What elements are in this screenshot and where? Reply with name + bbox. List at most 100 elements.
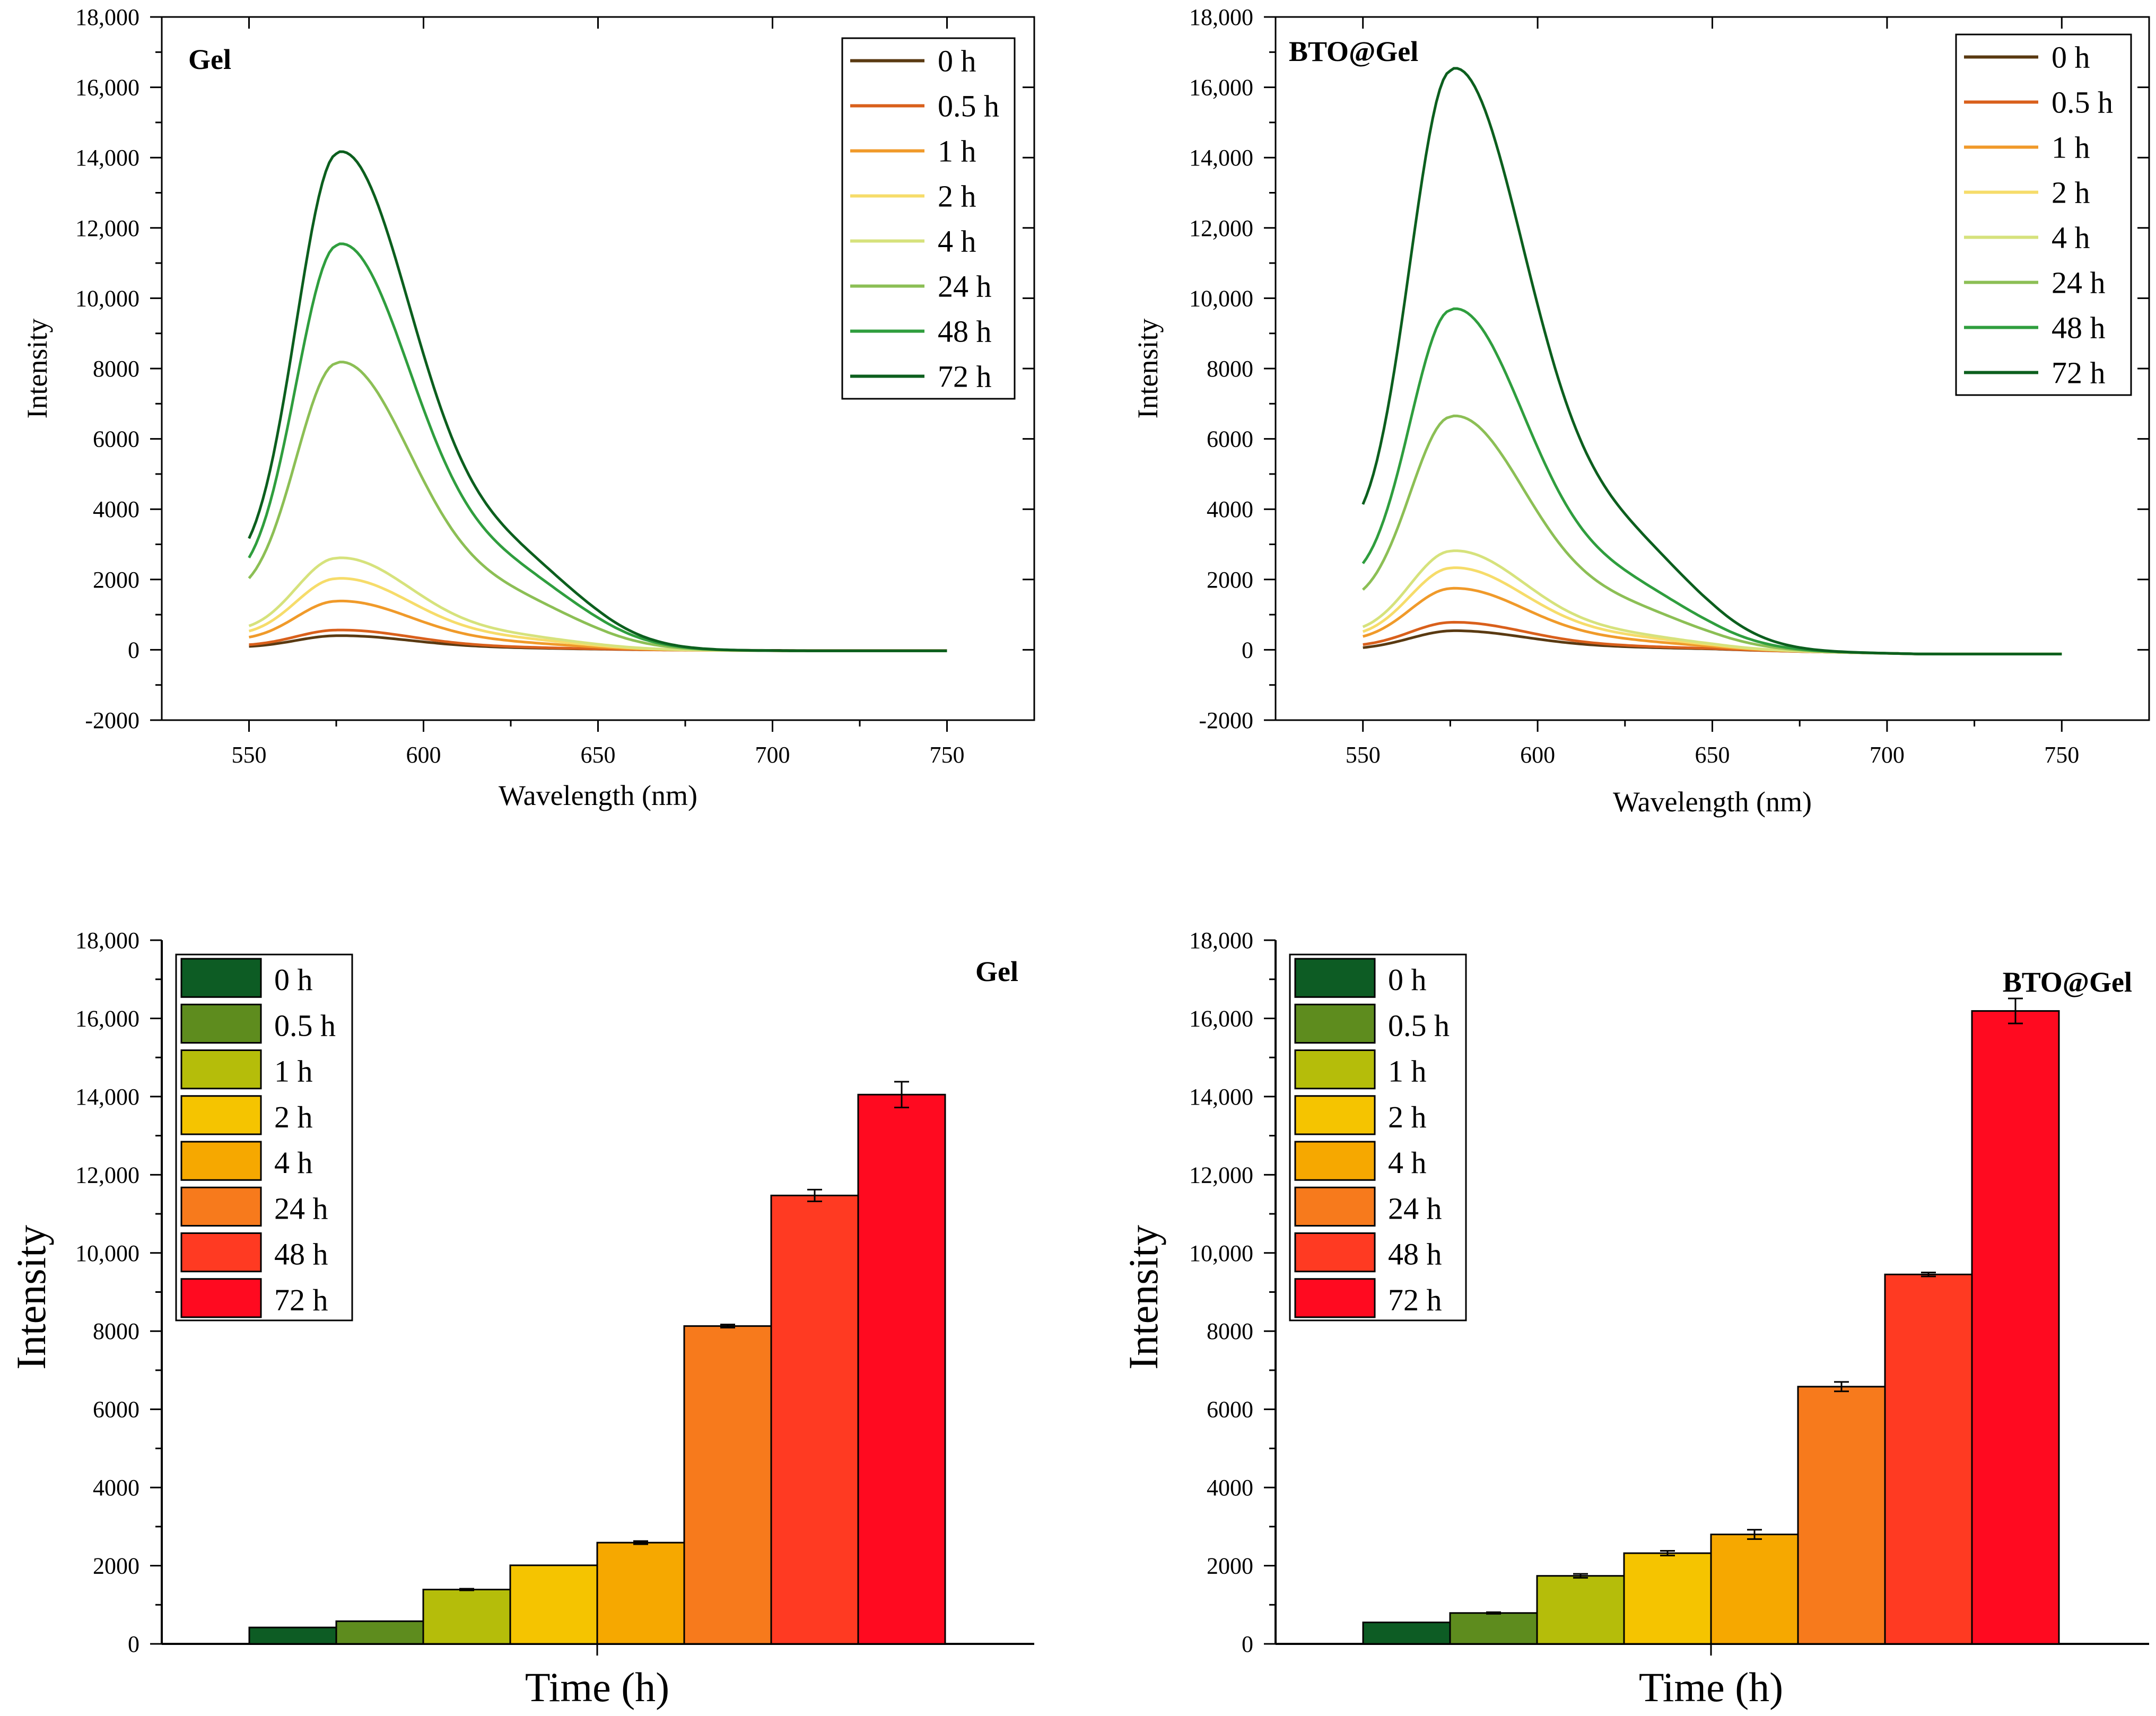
legend-swatch	[1294, 1232, 1376, 1273]
y-tick-label: 12,000	[1189, 215, 1253, 241]
x-tick-label: 600	[1520, 742, 1555, 768]
y-tick-label: 4000	[1207, 496, 1253, 522]
series-line-24h	[1361, 414, 2062, 655]
legend-swatch	[1294, 1049, 1376, 1090]
legend-swatch	[180, 1278, 262, 1318]
panel-label: Gel	[975, 956, 1018, 987]
y-tick-label: 14,000	[1189, 1084, 1253, 1110]
legend-label: 24 h	[1388, 1191, 1442, 1225]
legend-label: 48 h	[2052, 311, 2106, 345]
bar-48h	[770, 1194, 859, 1645]
y-tick-label: 10,000	[75, 285, 139, 311]
bar-1h	[1536, 1575, 1625, 1645]
y-tick-label: 10,000	[75, 1240, 139, 1266]
legend-label: 0.5 h	[2052, 85, 2113, 120]
y-tick-label: 12,000	[1189, 1162, 1253, 1188]
y-tick-label: -2000	[1199, 707, 1253, 733]
legend-label: 1 h	[938, 134, 976, 169]
y-tick-label: 18,000	[75, 4, 139, 30]
y-tick-label: 16,000	[75, 1005, 139, 1031]
legend-label: 48 h	[274, 1237, 328, 1272]
y-tick-label: 0	[128, 1631, 139, 1657]
x-tick-label: 550	[1346, 742, 1381, 768]
y-tick-label: 8000	[93, 356, 139, 382]
y-tick-label: 18,000	[75, 927, 139, 953]
x-tick-label: 550	[232, 742, 267, 768]
legend-swatch	[1294, 1095, 1376, 1135]
legend-label: 2 h	[938, 179, 976, 214]
legend-label: 0.5 h	[1388, 1008, 1450, 1043]
legend-label: 4 h	[274, 1145, 313, 1180]
y-tick-label: -2000	[85, 707, 139, 733]
legend-label: 1 h	[2052, 130, 2090, 165]
legend-swatch	[180, 1003, 262, 1044]
series-line-72h	[1361, 67, 2062, 655]
legend: 0 h 0.5 h 1 h 2 h 4 h 24 h 48 h 72 h	[841, 37, 1016, 400]
legend-label: 0 h	[2052, 40, 2090, 75]
legend-swatch	[180, 958, 262, 998]
y-tick-label: 0	[1242, 1631, 1253, 1657]
legend-label: 0 h	[938, 44, 976, 78]
x-tick-label: 700	[1870, 742, 1905, 768]
series-line-2h	[1362, 566, 2062, 655]
y-tick-label: 18,000	[1189, 927, 1253, 953]
legend-label: 48 h	[1388, 1237, 1442, 1272]
x-tick-label: 600	[406, 742, 441, 768]
y-tick-label: 8000	[1207, 356, 1253, 382]
panel-label: Gel	[188, 43, 231, 75]
legend-box	[1955, 33, 2132, 396]
x-tick-label: 750	[930, 742, 965, 768]
legend-label: 24 h	[938, 269, 992, 304]
y-tick-label: 4000	[1207, 1475, 1253, 1501]
bar-24h	[683, 1325, 772, 1645]
y-tick-label: 14,000	[1189, 145, 1253, 171]
chart-panel-top-right: 550 600 650 700 750 -2000 0 2000 4000 6000 8000 10,…	[1132, 4, 2150, 818]
x-axis-title: Wavelength (nm)	[499, 780, 697, 811]
legend-label: 48 h	[938, 314, 992, 349]
legend-label: 72 h	[274, 1283, 328, 1317]
bar-72h	[857, 1093, 946, 1645]
legend-label: 2 h	[2052, 176, 2090, 210]
chart-panel-top-left: 550 600 650 700 750 -2000 0 2000 4000 6000 8000 10,…	[21, 4, 1035, 811]
legend-label: 2 h	[1388, 1100, 1427, 1134]
y-axis-title: Intensity	[1120, 1225, 1166, 1370]
legend-swatch	[1294, 958, 1376, 998]
bar-05h	[1449, 1612, 1538, 1645]
bar-1h	[422, 1589, 511, 1645]
legend-label: 0 h	[274, 962, 313, 997]
y-tick-label: 6000	[1207, 1397, 1253, 1423]
x-axis-title: Time (h)	[525, 1664, 669, 1710]
y-tick-label: 2000	[1207, 1553, 1253, 1579]
legend-label: 4 h	[938, 224, 976, 259]
bar-48h	[1884, 1273, 1973, 1645]
legend-label: 72 h	[938, 360, 992, 394]
legend-swatch	[180, 1095, 262, 1135]
legend: 0 h 0.5 h 1 h 2 h 4 h 24 h 48 h 72 h	[175, 953, 353, 1321]
legend-label: 0 h	[1388, 962, 1427, 997]
bar-4h	[1710, 1534, 1799, 1645]
y-tick-label: 4000	[93, 1475, 139, 1501]
x-tick-label: 750	[2044, 742, 2079, 768]
y-tick-label: 16,000	[1189, 75, 1253, 101]
legend-label: 1 h	[1388, 1054, 1427, 1089]
legend-label: 4 h	[1388, 1145, 1427, 1180]
y-tick-label: 0	[128, 637, 139, 663]
y-tick-label: 0	[1242, 637, 1253, 663]
legend-swatch	[180, 1186, 262, 1227]
bar-0h	[248, 1626, 337, 1645]
bar-72h	[1971, 1010, 2060, 1645]
legend-swatch	[1294, 1186, 1376, 1227]
y-axis-title: Intensity	[8, 1225, 54, 1370]
legend-swatch	[180, 1232, 262, 1273]
legend-swatch	[1294, 1141, 1376, 1181]
bar-2h	[1623, 1552, 1712, 1645]
y-tick-label: 18,000	[1189, 4, 1253, 30]
bar-0h	[1362, 1621, 1451, 1645]
y-tick-label: 6000	[93, 1397, 139, 1423]
y-tick-label: 6000	[1207, 426, 1253, 452]
legend-swatch	[180, 1049, 262, 1090]
y-tick-label: 8000	[1207, 1318, 1253, 1344]
y-tick-label: 16,000	[75, 75, 139, 101]
y-tick-label: 4000	[93, 496, 139, 522]
x-axis-title: Time (h)	[1639, 1664, 1783, 1710]
